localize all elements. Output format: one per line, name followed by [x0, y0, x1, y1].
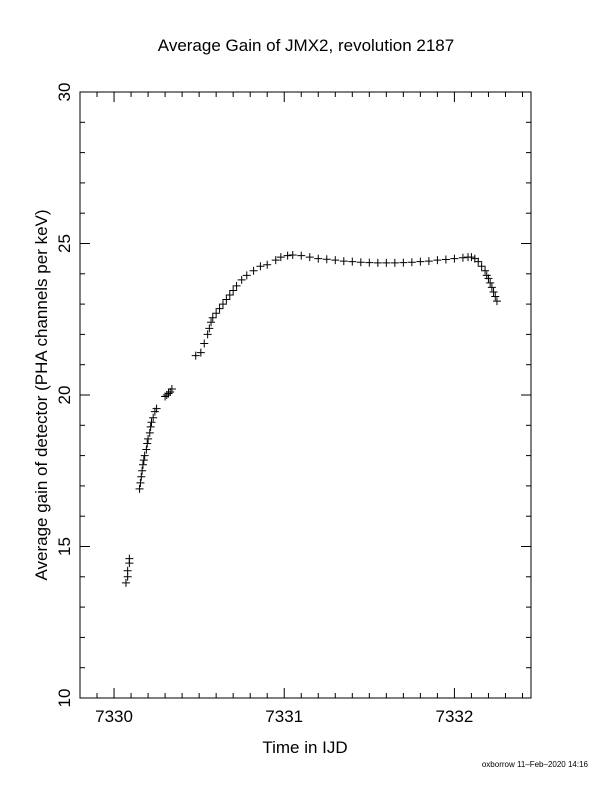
data-point: [486, 278, 495, 287]
data-point: [348, 257, 357, 266]
data-point: [305, 253, 314, 262]
x-tick-label: 7332: [436, 707, 474, 726]
data-point: [416, 257, 425, 266]
data-point: [142, 445, 151, 454]
data-point: [196, 348, 205, 357]
data-point: [276, 253, 285, 262]
data-point: [205, 324, 214, 333]
data-point: [152, 404, 161, 413]
data-point: [125, 554, 134, 563]
data-point: [123, 566, 132, 575]
data-point: [225, 291, 234, 300]
data-point: [167, 384, 176, 393]
data-point: [237, 275, 246, 284]
data-point: [390, 258, 399, 267]
data-point: [441, 255, 450, 264]
y-tick-label: 25: [55, 234, 74, 253]
data-point: [200, 339, 209, 348]
data-point: [147, 418, 156, 427]
data-point: [399, 258, 408, 267]
data-point: [450, 254, 459, 263]
data-point: [145, 428, 154, 437]
data-point: [477, 262, 486, 271]
data-point: [135, 484, 144, 493]
data-point: [382, 258, 391, 267]
data-point: [256, 262, 265, 271]
data-point: [138, 460, 147, 469]
y-tick-label: 20: [55, 386, 74, 405]
data-point: [208, 313, 217, 322]
x-tick-label: 7330: [95, 707, 133, 726]
data-point: [140, 451, 149, 460]
data-point: [146, 422, 155, 431]
data-point: [271, 256, 280, 265]
data-point: [215, 304, 224, 313]
data-point: [481, 266, 490, 275]
data-point: [249, 266, 258, 275]
data-point: [203, 330, 212, 339]
data-point: [458, 253, 467, 262]
x-tick-label: 7331: [265, 707, 303, 726]
data-point: [143, 439, 152, 448]
data-point: [314, 254, 323, 263]
y-tick-label: 30: [55, 83, 74, 102]
data-point: [191, 351, 200, 360]
data-point: [242, 271, 251, 280]
data-point: [339, 257, 348, 266]
data-point: [136, 478, 145, 487]
data-point: [489, 287, 498, 296]
data-point: [164, 389, 173, 398]
x-axis-label: Time in IJD: [262, 738, 348, 757]
y-tick-label: 10: [55, 689, 74, 708]
plot-frame: [79, 91, 532, 699]
y-axis-label: Average gain of detector (PHA channels p…: [32, 209, 51, 581]
data-point: [365, 258, 374, 267]
data-point: [212, 309, 221, 318]
data-point: [424, 257, 433, 266]
data-point: [467, 253, 476, 262]
data-point: [492, 297, 501, 306]
chart-title: Average Gain of JMX2, revolution 2187: [157, 36, 455, 55]
data-point: [149, 413, 158, 422]
data-point: [288, 251, 297, 260]
data-point: [297, 251, 306, 260]
data-point: [491, 292, 500, 301]
data-point: [331, 256, 340, 265]
data-point: [484, 274, 493, 283]
data-point: [474, 257, 483, 266]
data-point: [218, 300, 227, 309]
data-point: [137, 472, 146, 481]
data-point: [121, 578, 130, 587]
data-point: [263, 260, 272, 269]
data-point: [283, 251, 292, 260]
data-point: [322, 255, 331, 264]
data-point: [232, 281, 241, 290]
data-point: [356, 258, 365, 267]
data-point: [229, 286, 238, 295]
data-point: [144, 434, 153, 443]
data-point: [407, 258, 416, 267]
credit-line: oxborrow 11–Feb–2020 14:16: [481, 760, 588, 769]
y-tick-label: 15: [55, 537, 74, 556]
data-point: [138, 466, 147, 475]
data-point: [433, 256, 442, 265]
tick-labels: 7330 7331 7332 10 15 20 25 30: [55, 83, 473, 726]
data-point: [373, 258, 382, 267]
data-point: [222, 295, 231, 304]
axis-ticks: [79, 91, 531, 699]
data-point: [487, 283, 496, 292]
data-points: [121, 251, 501, 587]
data-point: [207, 318, 216, 327]
data-point: [139, 456, 148, 465]
